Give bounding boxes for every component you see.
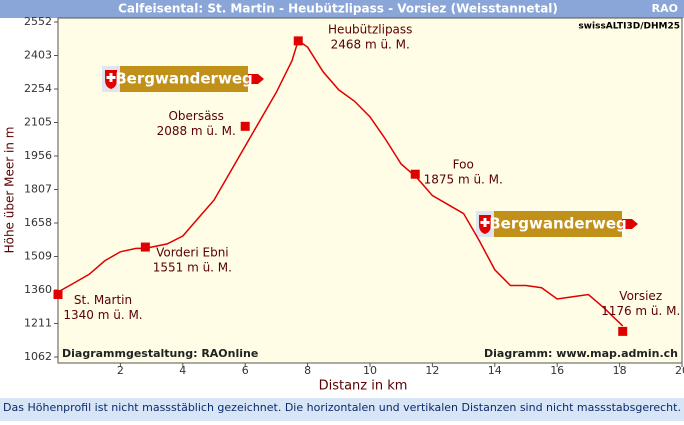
waypoint-elevation: 1340 m ü. M.: [63, 308, 142, 322]
credit: Diagramm: www.map.admin.ch: [484, 347, 678, 360]
x-tick-label: 4: [179, 364, 186, 377]
footnote: Das Höhenprofil ist nicht massstäblich g…: [3, 401, 681, 414]
sign-board: [494, 211, 622, 237]
waypoint-name: Heubützlipass: [328, 22, 412, 36]
waypoint-name: Vorderi Ebni: [156, 246, 229, 260]
y-tick-label: 2403: [24, 49, 52, 62]
credit: Diagrammgestaltung: RAOnline: [62, 347, 258, 360]
x-tick-label: 18: [613, 364, 627, 377]
sign: Bergwanderweg: [476, 211, 638, 237]
x-tick-label: 14: [488, 364, 502, 377]
x-tick-label: 6: [242, 364, 249, 377]
cross: [106, 73, 116, 82]
y-tick-label: 1807: [24, 183, 52, 196]
waypoint-elevation: 2088 m ü. M.: [157, 124, 236, 138]
waypoint-elevation: 2468 m ü. M.: [331, 37, 410, 51]
waypoint-marker: [293, 36, 303, 46]
waypoint-elevation: 1176 m ü. M.: [601, 304, 680, 318]
y-tick-label: 1062: [24, 350, 52, 363]
waypoint-name: Vorsiez: [619, 289, 662, 303]
y-tick-label: 1658: [24, 216, 52, 229]
x-tick-label: 12: [425, 364, 439, 377]
sign-text: Bergwanderweg: [115, 70, 252, 88]
waypoint-marker: [410, 169, 420, 179]
y-tick-label: 1211: [24, 317, 52, 330]
sign: Bergwanderweg: [102, 66, 264, 92]
waypoint-marker: [53, 289, 63, 299]
y-tick-label: 1956: [24, 149, 52, 162]
waypoint-name: Obersäss: [168, 109, 224, 123]
y-tick-label: 2254: [24, 82, 52, 95]
corner-label: RAO: [652, 2, 678, 15]
y-tick-label: 2105: [24, 116, 52, 129]
sign-board: [120, 66, 248, 92]
source: swissALTI3D/DHM25: [578, 22, 680, 32]
waypoint-marker: [140, 242, 150, 252]
sign-arrow: [622, 219, 638, 229]
waypoint-name: St. Martin: [74, 293, 132, 307]
y-tick-label: 1509: [24, 250, 52, 263]
x-tick-label: 2: [117, 364, 124, 377]
waypoint-elevation: 1875 m ü. M.: [424, 173, 503, 187]
cross: [480, 218, 490, 227]
y-tick-label: 2552: [24, 15, 52, 28]
x-tick-label: 8: [304, 364, 311, 377]
footer-bar: [0, 398, 684, 421]
sign-arrow: [248, 74, 264, 84]
x-axis-title: Distanz in km: [319, 379, 408, 394]
title-bar: [0, 0, 684, 18]
sign-text: Bergwanderweg: [489, 215, 626, 233]
waypoint-name: Foo: [453, 158, 474, 172]
y-axis-title: Höhe über Meer in m: [3, 127, 17, 254]
chart-title: Calfeisental: St. Martin - Heubützlipass…: [118, 2, 558, 16]
waypoint-marker: [240, 121, 250, 131]
x-tick-label: 16: [550, 364, 564, 377]
waypoint-elevation: 1551 m ü. M.: [153, 261, 232, 275]
y-tick-label: 1360: [24, 283, 52, 296]
x-tick-label: 10: [363, 364, 377, 377]
waypoint-marker: [618, 326, 628, 336]
x-tick-label: 20: [675, 364, 684, 377]
